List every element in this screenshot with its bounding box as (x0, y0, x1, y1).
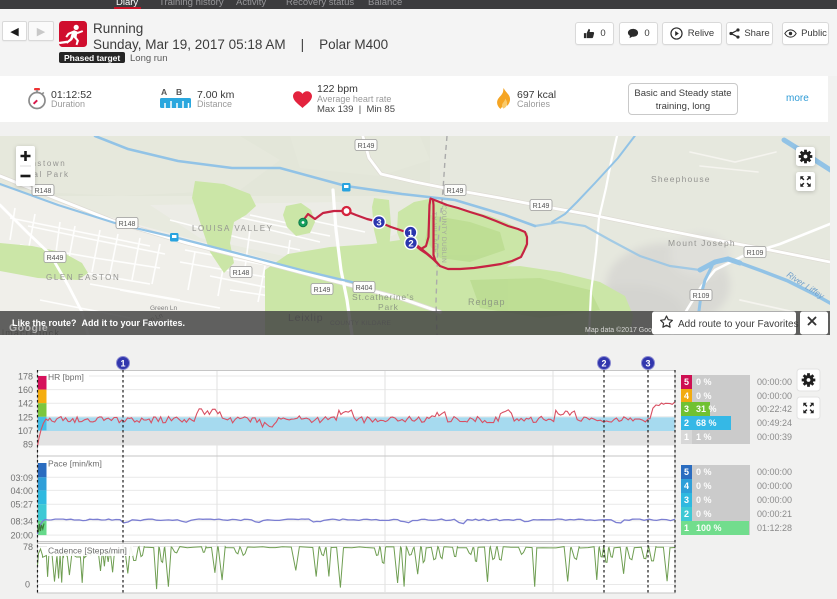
svg-text:R148: R148 (35, 188, 52, 195)
svg-text:R149: R149 (314, 287, 331, 294)
svg-text:instown: instown (28, 159, 66, 168)
svg-text:Add route to your Favorites: Add route to your Favorites (678, 319, 799, 330)
svg-text:Sheephouse: Sheephouse (651, 174, 711, 184)
svg-text:R149: R149 (447, 188, 464, 195)
svg-text:Google: Google (9, 322, 48, 334)
svg-text:78: 78 (23, 542, 33, 552)
svg-text:COUNTY DUBLIN: COUNTY DUBLIN (440, 205, 447, 263)
svg-text:R149: R149 (533, 203, 550, 210)
svg-text:20:00: 20:00 (10, 531, 33, 541)
svg-text:Green Ln: Green Ln (150, 305, 177, 312)
svg-text:3: 3 (376, 218, 381, 229)
svg-text:R148: R148 (119, 221, 136, 228)
svg-text:B: B (176, 87, 182, 97)
svg-text:R148: R148 (233, 270, 250, 277)
svg-text:89: 89 (23, 440, 33, 450)
svg-text:Map data ©2017 Goog: Map data ©2017 Goog (585, 326, 656, 334)
svg-text:A: A (161, 87, 167, 97)
svg-text:1: 1 (408, 228, 414, 239)
svg-text:04:00: 04:00 (10, 486, 33, 496)
svg-text:107: 107 (18, 426, 33, 436)
svg-text:R109: R109 (747, 250, 764, 257)
svg-text:Redgap: Redgap (468, 297, 506, 307)
svg-text:3: 3 (645, 359, 650, 369)
svg-text:178: 178 (18, 372, 33, 382)
svg-text:Mount Joseph: Mount Joseph (668, 238, 736, 248)
svg-text:trial Park: trial Park (22, 170, 70, 179)
svg-text:160: 160 (18, 385, 33, 395)
svg-text:St.catherine's: St.catherine's (352, 292, 414, 302)
svg-text:142: 142 (18, 399, 33, 409)
svg-text:1: 1 (120, 359, 125, 369)
svg-text:125: 125 (18, 412, 33, 422)
svg-text:Like the route? Add it to you: Like the route? Add it to your Favorites… (12, 318, 185, 328)
svg-text:R109: R109 (693, 293, 710, 300)
svg-text:Park: Park (378, 302, 399, 312)
svg-text:LOUISA VALLEY: LOUISA VALLEY (192, 224, 274, 233)
svg-text:R404: R404 (356, 285, 373, 292)
svg-text:Cadence [Steps/min]: Cadence [Steps/min] (48, 546, 127, 556)
svg-text:GLEN EASTON: GLEN EASTON (46, 273, 120, 282)
svg-text:0: 0 (25, 580, 30, 590)
svg-text:2: 2 (601, 359, 606, 369)
svg-text:05:27: 05:27 (10, 500, 33, 510)
svg-text:03:09: 03:09 (10, 473, 33, 483)
svg-text:08:34: 08:34 (10, 516, 33, 526)
svg-text:2: 2 (408, 239, 413, 250)
svg-text:Pace [min/km]: Pace [min/km] (48, 459, 102, 469)
svg-text:R149: R149 (358, 143, 375, 150)
svg-text:R449: R449 (47, 255, 64, 262)
svg-text:HR [bpm]: HR [bpm] (48, 372, 84, 382)
